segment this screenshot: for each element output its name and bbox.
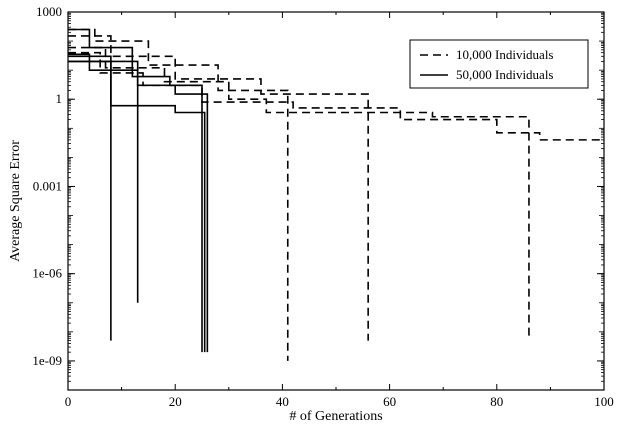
x-tick-label-100: 100: [594, 394, 614, 409]
y-tick-label-0: 1e-09: [32, 353, 62, 368]
series-0-run-3: [68, 51, 604, 141]
axis-layer: 0 20 40 60 80 100 1e-09 1e-06 0.001 1 1000: [32, 4, 613, 409]
x-tick-label-60: 60: [383, 394, 396, 409]
legend-label-50000: 50,000 Individuals: [456, 67, 554, 82]
x-tick-label-0: 0: [65, 394, 72, 409]
legend-box: [409, 39, 589, 89]
y-axis-title: Average Square Error: [8, 140, 23, 262]
series-0-run-2: [68, 46, 530, 341]
series-layer: [68, 28, 604, 361]
legend-label-10000: 10,000 Individuals: [456, 47, 554, 62]
series-1-run-1: [68, 60, 139, 303]
x-tick-label-20: 20: [169, 394, 182, 409]
y-tick-label-4: 1000: [36, 4, 62, 19]
series-1-run-0: [68, 55, 112, 341]
series-0-run-0: [68, 28, 289, 361]
x-tick-label-80: 80: [490, 394, 503, 409]
series-1-run-2: [68, 28, 203, 353]
series-1-run-4: [68, 60, 206, 353]
x-tick-label-40: 40: [276, 394, 289, 409]
y-tick-label-2: 0.001: [33, 178, 62, 193]
x-axis-title: # of Generations: [289, 409, 382, 424]
y-tick-label-1: 1e-06: [32, 266, 62, 281]
series-1-run-3: [68, 53, 209, 353]
series-0-run-1: [68, 35, 369, 341]
y-tick-label-3: 1: [56, 91, 63, 106]
legend: 10,000 Individuals 50,000 Individuals: [409, 39, 589, 89]
